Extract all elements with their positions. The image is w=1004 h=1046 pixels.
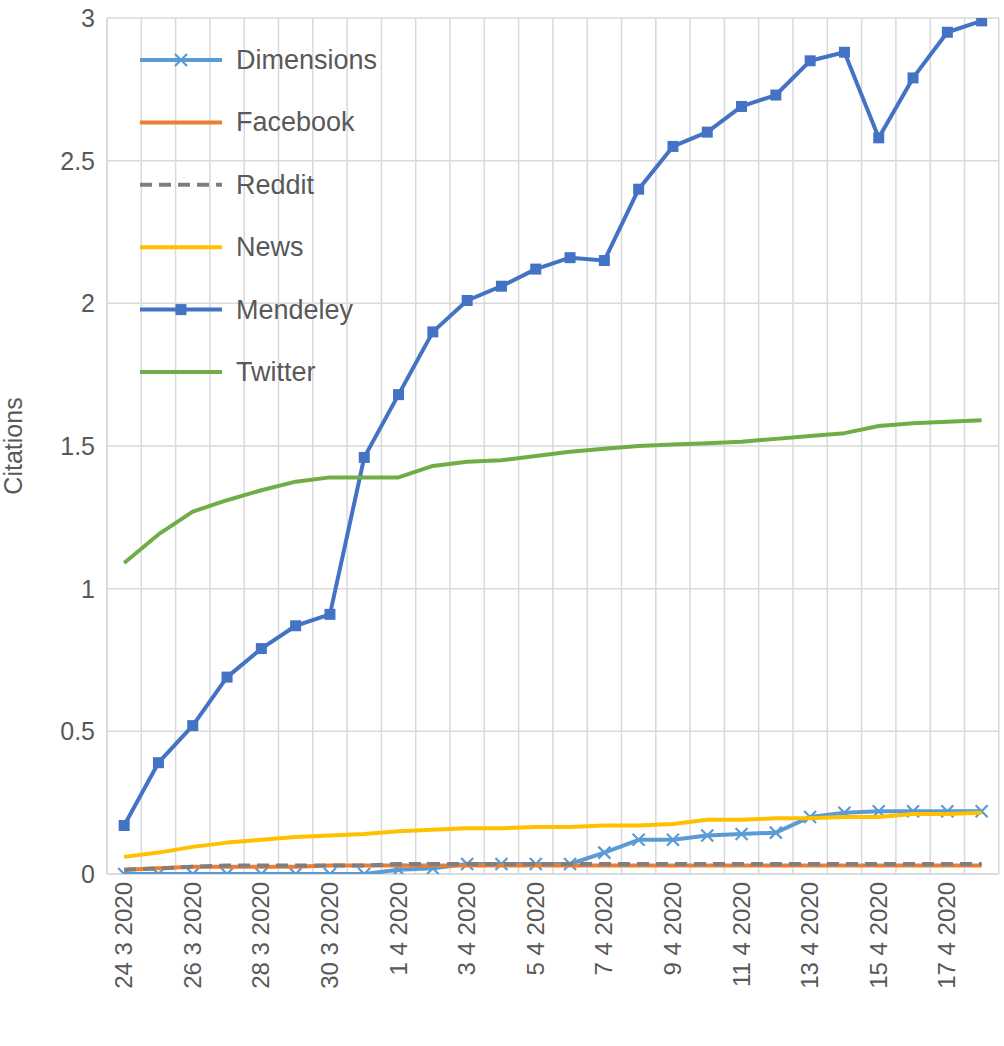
- y-grid-line: [107, 588, 999, 590]
- legend-label: Dimensions: [236, 45, 377, 75]
- marker: [427, 326, 438, 337]
- marker: [324, 868, 336, 874]
- y-axis-line: [106, 18, 108, 874]
- y-grid-line: [107, 731, 999, 733]
- series-line: [124, 864, 982, 870]
- marker: [736, 828, 748, 840]
- marker: [359, 452, 370, 463]
- y-tick-label: 1: [81, 575, 95, 603]
- x-tick-label: 9 4 2020: [659, 882, 686, 975]
- x-tick-label: 30 3 2020: [316, 882, 343, 989]
- legend-swatch: [140, 370, 222, 374]
- series-line: [124, 813, 982, 857]
- legend-label: News: [236, 232, 304, 262]
- y-axis-label: Citations: [0, 397, 27, 494]
- y-grid-line: [107, 445, 999, 447]
- y-grid-line: [107, 17, 999, 19]
- marker: [598, 847, 610, 859]
- chart: 0 0.5 1 1.5 2 2.5 3 Citations 24 3 2020 26 3 2020…: [0, 0, 1004, 1046]
- marker: [599, 255, 610, 266]
- marker: [393, 389, 404, 400]
- legend-swatch: [140, 245, 222, 249]
- series-line: [124, 811, 982, 874]
- x-tick-label: 3 4 2020: [453, 882, 480, 975]
- y-tick-label: 3: [81, 4, 95, 32]
- y-tick-label: 1.5: [60, 432, 95, 460]
- x-tick-label: 1 4 2020: [385, 882, 412, 975]
- marker: [324, 609, 335, 620]
- marker: [805, 55, 816, 66]
- marker: [942, 27, 953, 38]
- marker: [633, 834, 645, 846]
- plot-area: [118, 18, 988, 874]
- x-tick-label: 11 4 2020: [728, 882, 755, 987]
- marker: [256, 643, 267, 654]
- y-tick-label: 2.5: [60, 147, 95, 175]
- marker: [770, 90, 781, 101]
- x-tick-label: 28 3 2020: [247, 882, 274, 989]
- marker: [290, 868, 302, 874]
- x-tick-label: 17 4 2020: [933, 882, 960, 989]
- marker: [119, 820, 130, 831]
- series-line: [124, 21, 982, 826]
- legend-label: Twitter: [236, 357, 316, 387]
- marker: [633, 184, 644, 195]
- x-tick-label: 15 4 2020: [865, 882, 892, 989]
- marker: [565, 252, 576, 263]
- y-tick-label: 0: [81, 860, 95, 888]
- marker: [496, 281, 507, 292]
- x-tick-label: 5 4 2020: [522, 882, 549, 975]
- marker: [358, 868, 370, 874]
- legend-swatch: [140, 120, 222, 124]
- marker: [255, 868, 267, 874]
- y-tick-label: 2: [81, 289, 95, 317]
- x-tick-label: 13 4 2020: [796, 882, 823, 989]
- legend-marker: [176, 304, 187, 315]
- legend-label: Mendeley: [236, 295, 354, 325]
- x-tick-label: 7 4 2020: [590, 882, 617, 975]
- marker: [667, 141, 678, 152]
- legend-marker: [175, 54, 187, 66]
- marker: [462, 295, 473, 306]
- marker: [290, 620, 301, 631]
- x-tick-label: 26 3 2020: [179, 882, 206, 989]
- marker: [222, 672, 233, 683]
- marker: [667, 834, 679, 846]
- marker: [701, 829, 713, 841]
- marker: [153, 757, 164, 768]
- marker: [839, 47, 850, 58]
- y-tick-label: 0.5: [60, 717, 95, 745]
- marker: [908, 72, 919, 83]
- marker: [530, 264, 541, 275]
- legend-label: Facebook: [236, 107, 355, 137]
- marker: [187, 720, 198, 731]
- legend: Dimensions Facebook Reddit News Mendeley Twit…: [140, 45, 377, 387]
- marker: [873, 132, 884, 143]
- marker: [221, 868, 233, 874]
- marker: [976, 18, 987, 26]
- legend-label: Reddit: [236, 170, 315, 200]
- series-line: [124, 420, 982, 563]
- legend-swatch: [140, 183, 222, 187]
- y-grid-line: [107, 160, 999, 162]
- x-grid-line: [106, 18, 108, 874]
- x-tick-label: 24 3 2020: [110, 882, 137, 989]
- marker: [770, 827, 782, 839]
- marker: [736, 101, 747, 112]
- marker: [702, 127, 713, 138]
- series-line: [124, 865, 982, 869]
